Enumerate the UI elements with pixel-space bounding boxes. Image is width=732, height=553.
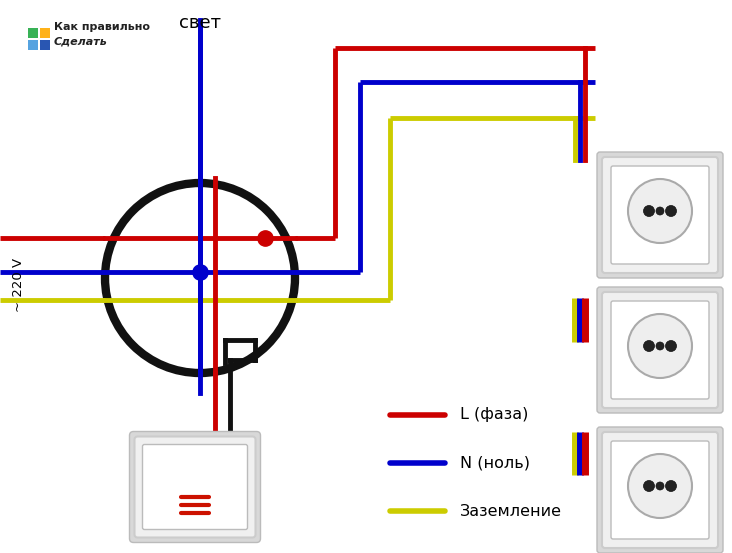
- Text: Как правильно: Как правильно: [54, 22, 150, 32]
- FancyBboxPatch shape: [135, 436, 255, 538]
- FancyBboxPatch shape: [611, 301, 709, 399]
- Bar: [40, 40, 50, 50]
- Text: Заземление: Заземление: [460, 503, 562, 519]
- Text: N (ноль): N (ноль): [460, 456, 530, 471]
- Circle shape: [656, 482, 664, 490]
- Bar: [28, 40, 38, 50]
- Text: L (фаза): L (фаза): [460, 408, 529, 422]
- Circle shape: [643, 481, 654, 492]
- Circle shape: [628, 314, 692, 378]
- Bar: [28, 28, 38, 38]
- Circle shape: [628, 454, 692, 518]
- FancyBboxPatch shape: [597, 152, 723, 278]
- FancyBboxPatch shape: [143, 445, 247, 530]
- Circle shape: [628, 179, 692, 243]
- FancyBboxPatch shape: [611, 166, 709, 264]
- FancyBboxPatch shape: [130, 431, 261, 542]
- FancyBboxPatch shape: [611, 441, 709, 539]
- Bar: [40, 28, 50, 38]
- Circle shape: [643, 206, 654, 217]
- Circle shape: [656, 342, 664, 350]
- Text: свет: свет: [179, 14, 221, 32]
- Text: ~ 220 V: ~ 220 V: [12, 258, 24, 312]
- FancyBboxPatch shape: [602, 432, 718, 548]
- Circle shape: [665, 481, 676, 492]
- FancyBboxPatch shape: [597, 287, 723, 413]
- Circle shape: [643, 341, 654, 352]
- FancyBboxPatch shape: [597, 427, 723, 553]
- FancyBboxPatch shape: [602, 157, 718, 273]
- Text: Сделать: Сделать: [54, 37, 108, 47]
- Circle shape: [665, 341, 676, 352]
- Circle shape: [656, 207, 664, 215]
- Circle shape: [665, 206, 676, 217]
- FancyBboxPatch shape: [602, 292, 718, 408]
